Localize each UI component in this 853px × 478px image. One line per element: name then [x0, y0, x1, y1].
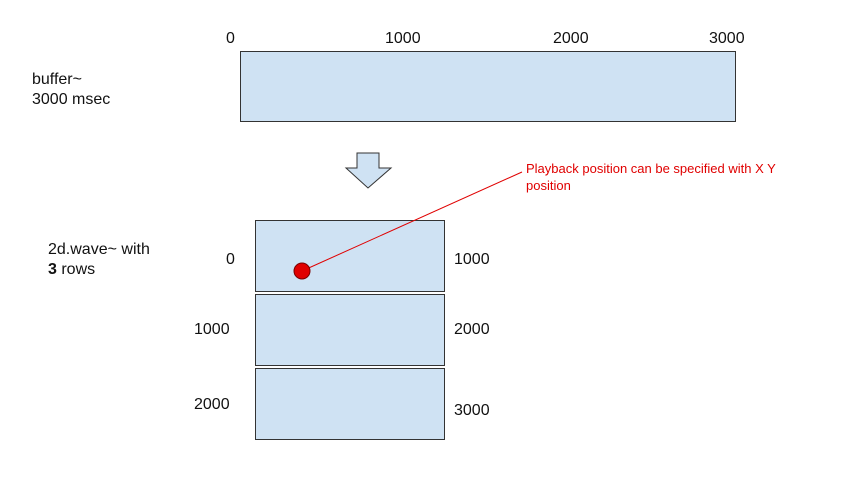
- wave-title: 2d.wave~ with 3 rows: [48, 240, 150, 280]
- annotation-text: Playback position can be specified with …: [526, 161, 776, 193]
- wave-row-3-end: 3000: [454, 402, 490, 419]
- wave-row-1-start: 0: [226, 251, 235, 268]
- wave-row-3: [255, 368, 445, 440]
- buffer-tick-2000: 2000: [553, 30, 589, 47]
- wave-row-1-end: 1000: [454, 251, 490, 268]
- wave-title-line2: 3 rows: [48, 260, 150, 280]
- buffer-tick-3000: 3000: [709, 30, 745, 47]
- buffer-title-line2: 3000 msec: [32, 91, 111, 108]
- buffer-tick-1000: 1000: [385, 30, 421, 47]
- wave-title-line1: 2d.wave~ with: [48, 241, 150, 258]
- buffer-box: [240, 51, 736, 122]
- annotation-leader-line: [301, 171, 523, 272]
- down-arrow-icon: [344, 152, 393, 189]
- buffer-title-line1: buffer~: [32, 71, 82, 88]
- wave-row-2-end: 2000: [454, 321, 490, 338]
- wave-rows-suffix: rows: [56, 261, 96, 278]
- wave-row-1: [255, 220, 445, 292]
- buffer-tick-0: 0: [226, 30, 235, 47]
- playback-marker-icon[interactable]: [293, 262, 311, 280]
- wave-row-3-start: 2000: [194, 396, 230, 413]
- wave-row-2: [255, 294, 445, 366]
- wave-row-2-start: 1000: [194, 321, 230, 338]
- wave-rows-count: 3: [48, 261, 57, 278]
- buffer-title: buffer~ 3000 msec: [32, 70, 110, 110]
